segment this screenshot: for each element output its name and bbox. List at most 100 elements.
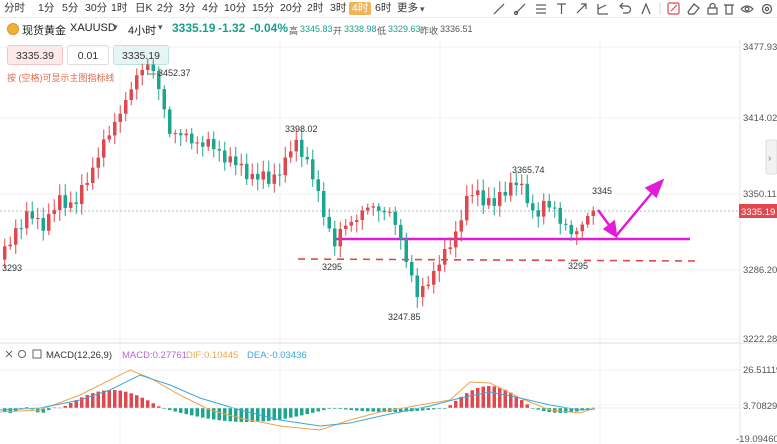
sell-price-button[interactable]: 3335.39: [7, 45, 63, 65]
candle-body: [96, 157, 100, 168]
annot-high-2: 3398.02: [285, 124, 318, 134]
symbol-name[interactable]: 现货黄金: [22, 25, 66, 37]
side-panel-toggle[interactable]: [765, 139, 777, 175]
axis-tick-4: 3286.20: [743, 265, 777, 276]
current-price-badge: [739, 204, 777, 218]
tf-4min[interactable]: 4分: [202, 2, 219, 14]
buy-price-button[interactable]: 3335.19: [113, 45, 169, 65]
macd-bar: [514, 396, 518, 408]
candle-body: [344, 225, 348, 229]
candle-body: [311, 159, 315, 180]
line-draw-icon[interactable]: [641, 2, 651, 15]
macd-bar: [25, 407, 29, 408]
period-caret-icon[interactable]: ▾: [158, 22, 163, 32]
open-value: 3338.98: [344, 24, 377, 34]
quantity-input[interactable]: 0.01: [67, 45, 109, 65]
macd-bar: [245, 408, 249, 422]
tf-1min[interactable]: 1分: [38, 2, 55, 14]
eraser-icon[interactable]: [687, 3, 700, 15]
candle-body: [91, 167, 95, 184]
macd-bar: [261, 408, 265, 422]
settings-icon[interactable]: [761, 3, 773, 15]
hide-icon[interactable]: [5, 350, 13, 358]
macd-bar: [173, 408, 177, 412]
macd-bar: [206, 408, 210, 419]
macd-bar: [41, 408, 45, 413]
symbol-caret-icon[interactable]: ▾: [113, 22, 118, 32]
macd-bar: [498, 387, 502, 408]
undo-icon[interactable]: [619, 2, 632, 14]
macd-bar: [536, 408, 540, 410]
parallel-icon[interactable]: [536, 4, 546, 14]
macd-bar: [135, 395, 139, 408]
macd-bar: [426, 408, 430, 410]
macd-bar: [63, 406, 67, 408]
settings-icon[interactable]: [18, 350, 26, 358]
tf-5min[interactable]: 5分: [62, 2, 79, 14]
candle-body: [333, 228, 337, 247]
last-price: 3335.19: [172, 21, 216, 35]
dif-value: DIF:0.10445: [186, 350, 239, 361]
macd-bar: [113, 390, 117, 408]
text-tool-icon[interactable]: [557, 3, 566, 14]
trend-line-icon[interactable]: [493, 3, 505, 15]
macd-bar: [201, 408, 205, 418]
tf-daily[interactable]: 日K: [135, 2, 153, 14]
tf-10min[interactable]: 10分: [224, 2, 247, 14]
macd-bar: [129, 393, 133, 408]
candle-body: [360, 210, 364, 220]
candle-body: [580, 224, 584, 232]
chevron-right-icon[interactable]: ›: [768, 153, 771, 164]
tf-more[interactable]: 更多: [397, 2, 418, 14]
candle-body: [355, 219, 359, 222]
macd-bar: [327, 408, 331, 409]
symbol-code[interactable]: XAUUSD: [70, 22, 116, 34]
measure-icon[interactable]: [597, 4, 608, 15]
arrow-tool-icon[interactable]: [576, 3, 587, 14]
tf-20min[interactable]: 20分: [280, 2, 303, 14]
eye-icon[interactable]: [740, 5, 754, 13]
lock-icon[interactable]: [707, 2, 718, 15]
macd-bar: [542, 408, 546, 411]
macd-bar: [580, 408, 584, 411]
edit-icon[interactable]: [667, 2, 680, 15]
more-caret-icon[interactable]: ▾: [420, 4, 425, 14]
tf-2h[interactable]: 2时: [307, 2, 324, 14]
candle-body: [173, 133, 177, 135]
macd-bar: [421, 408, 425, 411]
candle-body: [520, 183, 524, 186]
tf-1h[interactable]: 1时: [111, 2, 128, 14]
candle-body: [481, 190, 485, 206]
candle-body: [476, 190, 480, 196]
candle-body: [366, 207, 370, 211]
trash-icon[interactable]: [724, 4, 734, 15]
candle-body: [162, 89, 166, 110]
candle-body: [421, 286, 425, 298]
axis-tick-2: 3414.02: [743, 113, 777, 124]
tf-15min[interactable]: 15分: [252, 2, 275, 14]
close-icon[interactable]: [32, 349, 42, 359]
candle-body: [25, 211, 29, 229]
macd-bar: [360, 408, 364, 411]
ray-icon[interactable]: [513, 3, 526, 16]
candle-body: [201, 142, 205, 147]
tf-3h[interactable]: 3时: [330, 2, 347, 14]
candle-body: [36, 218, 40, 220]
tf-6h[interactable]: 6时: [375, 2, 392, 14]
tf-fenshi[interactable]: 分时: [4, 2, 25, 14]
candle-body: [338, 228, 342, 247]
tf-30min[interactable]: 30分: [85, 2, 108, 14]
period-label[interactable]: 4小时: [128, 25, 157, 37]
candle-body: [63, 195, 67, 208]
tf-2min[interactable]: 2分: [157, 2, 174, 14]
tf-4h[interactable]: 4时: [349, 2, 372, 15]
dif-line: [0, 369, 596, 431]
macd-bar: [377, 408, 381, 412]
macd-bar: [371, 408, 375, 412]
tf-3min[interactable]: 3分: [179, 2, 196, 14]
candle-body: [547, 200, 551, 208]
candle-body: [432, 271, 436, 285]
candle-body: [322, 190, 326, 217]
candle-body: [283, 157, 287, 176]
